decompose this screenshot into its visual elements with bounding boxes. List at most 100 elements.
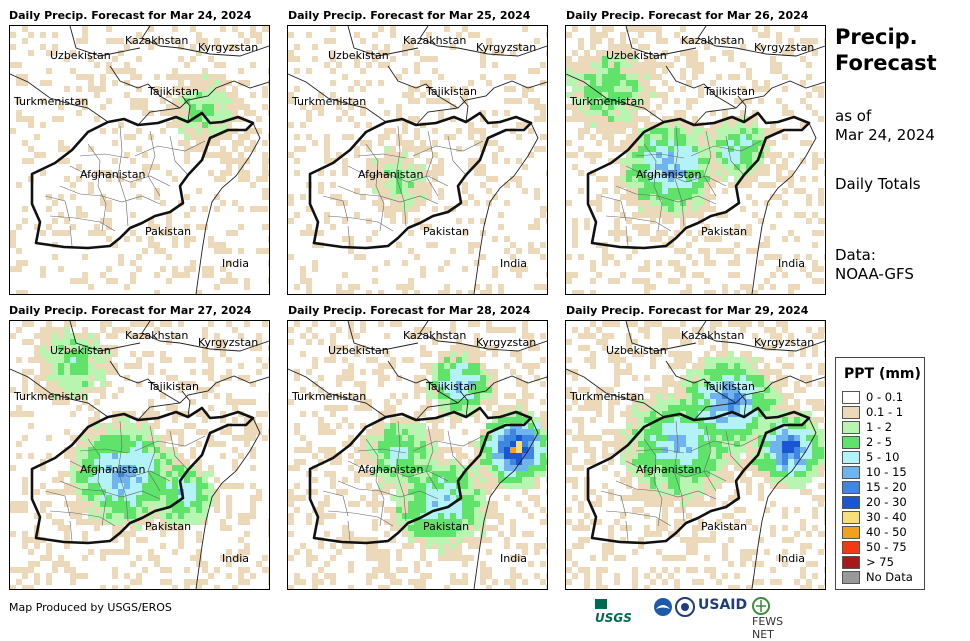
precip-cell xyxy=(22,218,28,224)
precip-cell xyxy=(632,200,638,206)
precip-cell xyxy=(250,206,256,212)
precip-cell xyxy=(800,387,806,393)
precip-cell xyxy=(510,74,516,80)
precip-cell xyxy=(474,369,480,375)
precip-cell xyxy=(698,62,704,68)
precip-cell xyxy=(522,92,528,98)
precip-cell xyxy=(546,375,547,381)
precip-cell xyxy=(256,116,262,122)
precip-cell xyxy=(590,116,596,122)
precip-cell xyxy=(522,429,528,435)
precip-cell xyxy=(722,152,728,158)
precip-cell xyxy=(710,134,716,140)
precip-cell xyxy=(728,477,734,483)
precip-cell xyxy=(184,585,190,589)
precip-cell xyxy=(650,441,656,447)
precip-cell xyxy=(528,224,534,230)
precip-cell xyxy=(378,585,384,589)
precip-cell xyxy=(668,435,674,441)
precip-cell xyxy=(632,194,638,200)
precip-cell xyxy=(420,363,426,369)
precip-cell xyxy=(516,158,522,164)
precip-cell xyxy=(528,429,534,435)
precip-cell xyxy=(644,327,650,333)
precip-cell xyxy=(22,260,28,266)
precip-cell xyxy=(232,399,238,405)
precip-cell xyxy=(638,441,644,447)
precip-cell xyxy=(142,477,148,483)
precip-cell xyxy=(704,447,710,453)
precip-cell xyxy=(208,74,214,80)
precip-cell xyxy=(34,375,40,381)
precip-cell xyxy=(40,507,46,513)
precip-cell xyxy=(238,206,244,212)
precip-cell xyxy=(324,38,330,44)
precip-cell xyxy=(306,327,312,333)
precip-cell xyxy=(118,489,124,495)
precip-cell xyxy=(52,561,58,567)
precip-cell xyxy=(142,507,148,513)
precip-cell xyxy=(614,68,620,74)
precip-cell xyxy=(722,284,728,290)
precip-cell xyxy=(196,537,202,543)
precip-cell xyxy=(638,411,644,417)
precip-cell xyxy=(522,477,528,483)
precip-cell xyxy=(734,122,740,128)
precip-cell xyxy=(408,146,414,152)
precip-cell xyxy=(450,447,456,453)
precip-cell xyxy=(546,429,547,435)
precip-cell xyxy=(662,441,668,447)
precip-cell xyxy=(770,399,776,405)
precip-cell xyxy=(88,429,94,435)
precip-cell xyxy=(578,254,584,260)
precip-cell xyxy=(716,152,722,158)
precip-cell xyxy=(578,134,584,140)
precip-cell xyxy=(474,465,480,471)
precip-cell xyxy=(324,62,330,68)
precip-cell xyxy=(632,80,638,86)
precip-cell xyxy=(650,212,656,218)
precip-cell xyxy=(462,363,468,369)
precip-cell xyxy=(202,122,208,128)
precip-cell xyxy=(746,152,752,158)
precip-cell xyxy=(414,477,420,483)
precip-cell xyxy=(438,351,444,357)
precip-cell xyxy=(650,399,656,405)
precip-cell xyxy=(734,134,740,140)
precip-cell xyxy=(734,393,740,399)
precip-cell xyxy=(372,429,378,435)
precip-cell xyxy=(268,519,269,525)
precip-cell xyxy=(698,200,704,206)
precip-cell xyxy=(728,134,734,140)
precip-cell xyxy=(432,543,438,549)
precip-cell xyxy=(710,56,716,62)
precip-cell xyxy=(232,230,238,236)
precip-cell xyxy=(782,134,788,140)
precip-cell xyxy=(686,200,692,206)
precip-cell xyxy=(626,194,632,200)
precip-cell xyxy=(662,483,668,489)
precip-cell xyxy=(106,507,112,513)
precip-cell xyxy=(118,423,124,429)
precip-cell xyxy=(812,110,818,116)
precip-cell xyxy=(396,194,402,200)
precip-cell xyxy=(474,507,480,513)
precip-cell xyxy=(566,116,572,122)
precip-cell xyxy=(130,435,136,441)
precip-cell xyxy=(728,248,734,254)
precip-cell xyxy=(154,465,160,471)
precip-cell xyxy=(136,146,142,152)
precip-cell xyxy=(534,447,540,453)
precip-cell xyxy=(262,26,268,32)
precip-cell xyxy=(758,86,764,92)
precip-cell xyxy=(782,363,788,369)
precip-cell xyxy=(166,321,172,327)
precip-cell xyxy=(704,393,710,399)
precip-cell xyxy=(232,585,238,589)
precip-cell xyxy=(22,489,28,495)
precip-cell xyxy=(794,236,800,242)
precip-cell xyxy=(812,158,818,164)
precip-cell xyxy=(190,56,196,62)
precip-cell xyxy=(28,549,34,555)
precip-cell xyxy=(256,357,262,363)
